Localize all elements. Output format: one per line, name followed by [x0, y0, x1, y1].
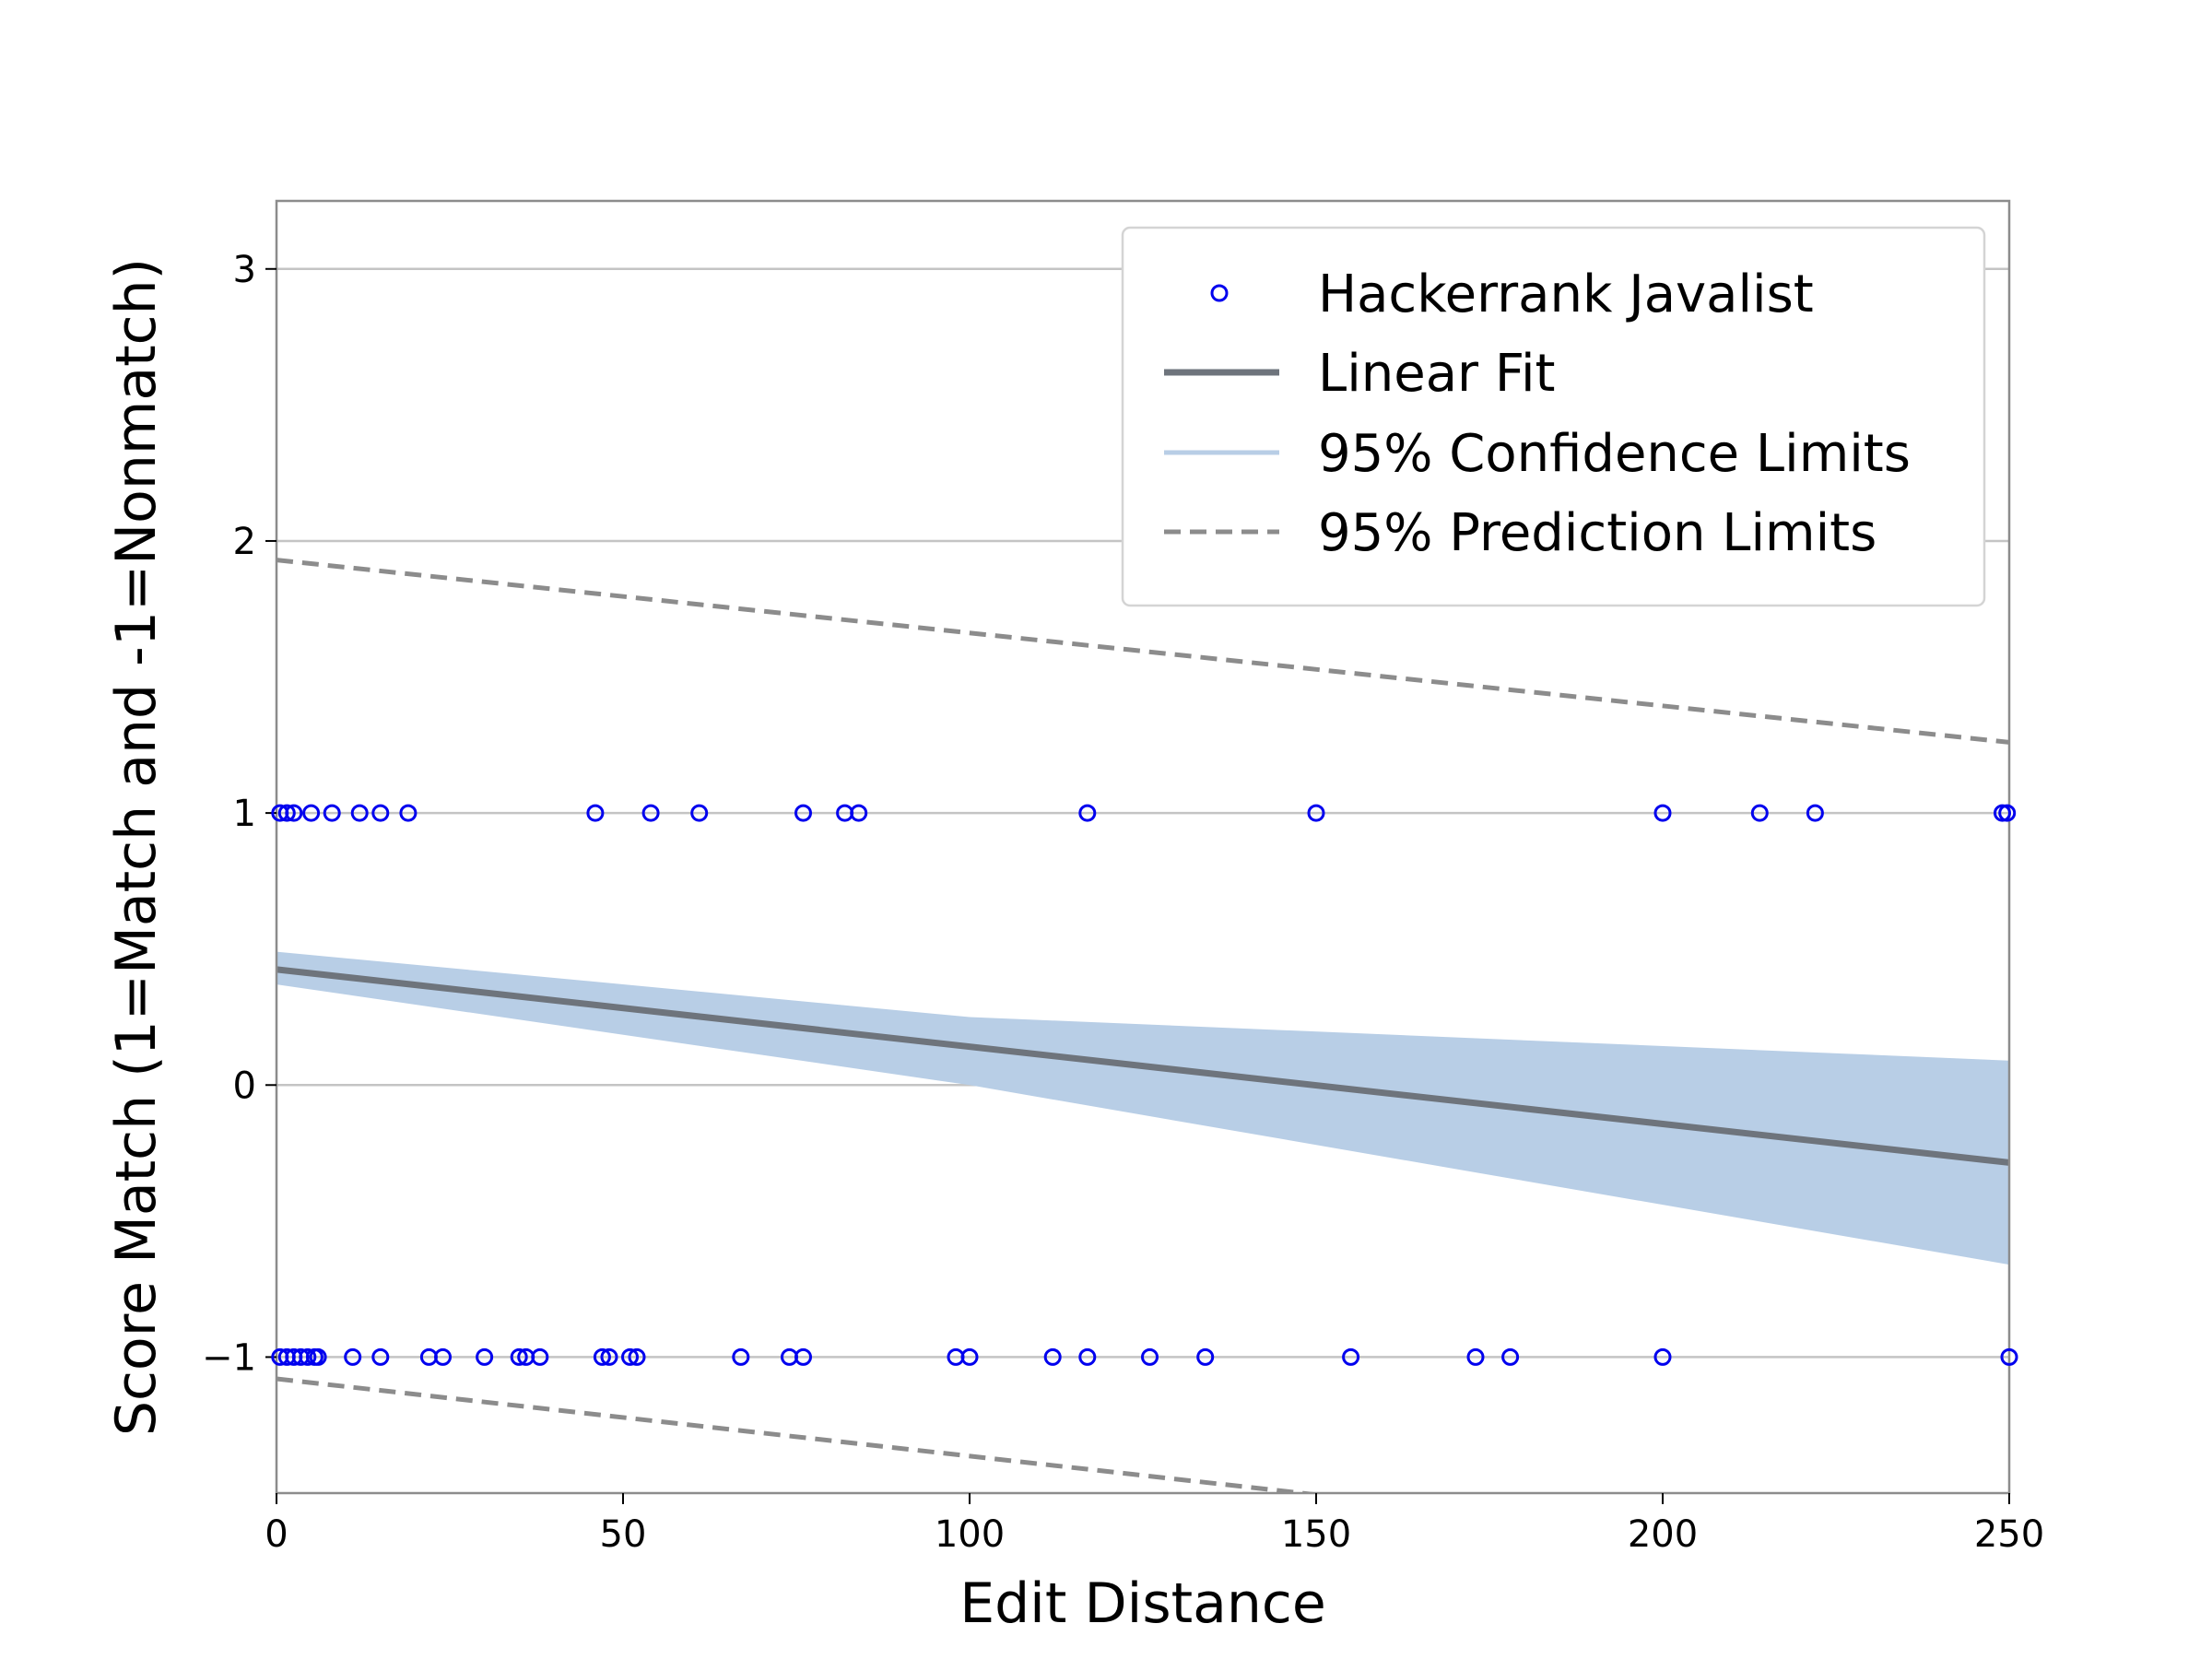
x-tick-label: 150 [1281, 1513, 1351, 1556]
data-point [1141, 1347, 1159, 1366]
data-point [1466, 1347, 1485, 1366]
y-tick-label: −1 [202, 1336, 256, 1379]
data-point [309, 1347, 327, 1366]
y-tick-label: 0 [233, 1065, 256, 1107]
prediction-limit-lower [276, 1376, 1323, 1493]
x-tick-label: 50 [600, 1513, 647, 1556]
data-point [323, 804, 341, 822]
data-point [794, 1347, 812, 1366]
data-point [371, 804, 390, 822]
data-point [302, 804, 321, 822]
data-point [1307, 804, 1325, 822]
legend-label-confidence: 95% Confidence Limits [1318, 424, 1911, 484]
legend-label-fit: Linear Fit [1318, 344, 1556, 404]
data-point [593, 1347, 611, 1366]
data-point [1750, 804, 1769, 822]
legend-marker-scatter [1210, 284, 1229, 302]
data-point [1998, 804, 2017, 822]
y-axis-label: Score Match (1=Match and -1=Nonmatch) [104, 258, 169, 1436]
data-point [960, 1347, 979, 1366]
data-point [1653, 1347, 1672, 1366]
axis-ticks: −1 0 1 2 3 0 50 100 150 200 250 [202, 249, 2044, 1556]
y-tick-label: 2 [233, 521, 256, 563]
legend-label-scatter: Hackerrank Javalist [1318, 265, 1814, 324]
data-point [510, 1347, 528, 1366]
data-point [1196, 1347, 1215, 1366]
data-point [586, 804, 605, 822]
data-point [628, 1347, 646, 1366]
data-point [371, 1347, 390, 1366]
data-point [690, 804, 709, 822]
data-point [350, 804, 369, 822]
data-point [1078, 804, 1097, 822]
scatter-points [271, 804, 2018, 1366]
x-axis-label: Edit Distance [959, 1571, 1326, 1636]
x-tick-label: 0 [265, 1513, 288, 1556]
data-point [476, 1347, 494, 1366]
y-tick-label: 1 [233, 793, 256, 835]
data-point [1994, 804, 2011, 822]
data-point [794, 804, 812, 822]
data-point [1342, 1347, 1360, 1366]
legend-label-prediction: 95% Prediction Limits [1318, 503, 1877, 563]
data-point [732, 1347, 750, 1366]
legend-frame [1121, 226, 1986, 607]
x-tick-label: 200 [1628, 1513, 1698, 1556]
data-point [531, 1347, 549, 1366]
data-point [1653, 804, 1672, 822]
data-point [600, 1347, 618, 1366]
data-point [344, 1347, 362, 1366]
data-point [299, 1347, 317, 1366]
data-point [621, 1347, 639, 1366]
confidence-band [276, 951, 2009, 1265]
data-point [850, 804, 868, 822]
linear-fit-line [276, 966, 2009, 1166]
data-point [1501, 1347, 1520, 1366]
data-point [1078, 1347, 1097, 1366]
x-tick-label: 100 [935, 1513, 1005, 1556]
data-point [285, 804, 303, 822]
prediction-limit-upper [276, 558, 2009, 745]
y-tick-label: 3 [233, 249, 256, 291]
legend: Hackerrank Javalist Linear Fit 95% Confi… [1121, 226, 1986, 607]
x-tick-label: 250 [1974, 1513, 2044, 1556]
data-point [434, 1347, 452, 1366]
data-point [277, 804, 296, 822]
plot-frame [275, 199, 2011, 1495]
data-layer [276, 558, 2009, 1493]
data-point [1043, 1347, 1062, 1366]
data-point [399, 804, 418, 822]
data-point [1806, 804, 1824, 822]
data-point [641, 804, 660, 822]
data-point [2000, 1347, 2018, 1366]
